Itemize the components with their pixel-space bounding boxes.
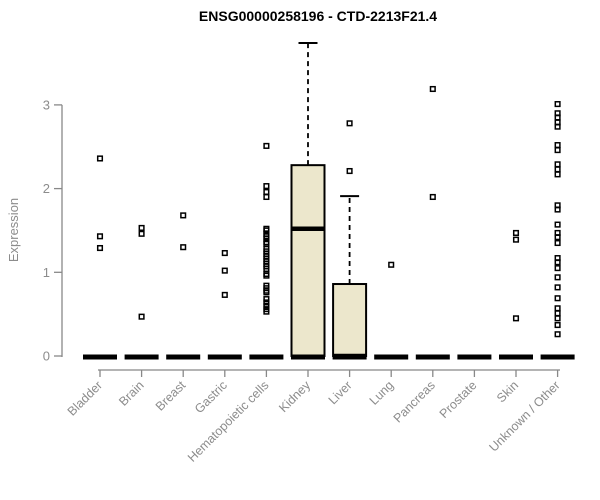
outlier-point (138, 230, 145, 237)
y-tick-label: 1 (43, 265, 50, 280)
outlier-point (263, 289, 270, 296)
outlier-point (554, 142, 561, 149)
chart-title: ENSG00000258196 - CTD-2213F21.4 (198, 8, 438, 24)
x-tick-label-Brain: Brain (116, 378, 147, 409)
outlier-point (554, 321, 561, 329)
x-tick-label-Liver: Liver (326, 378, 355, 407)
outlier-point (96, 233, 104, 240)
x-tick-label-Lung: Lung (367, 378, 397, 408)
outlier-point (554, 206, 561, 213)
outlier-point (138, 224, 145, 231)
outlier-point (554, 239, 561, 247)
zero-median-bar-Unknown / Other (540, 354, 575, 360)
outlier-point (263, 308, 270, 315)
x-tick-label-Gastric: Gastric (192, 378, 230, 416)
outlier-point (138, 313, 145, 320)
outlier-point (554, 274, 561, 281)
y-tick-label: 3 (43, 97, 50, 112)
outlier-point (554, 310, 561, 317)
outlier-point (512, 236, 520, 243)
outlier-point (346, 120, 353, 127)
outlier-point (554, 305, 561, 312)
zero-median-bar-Gastric (207, 354, 242, 360)
outlier-point (96, 155, 104, 162)
outlier-point (429, 193, 436, 201)
y-tick-label: 0 (43, 349, 50, 364)
outlier-point (221, 267, 228, 274)
outlier-point (554, 284, 561, 291)
outlier-point (554, 265, 561, 272)
zero-median-bar-Liver (332, 354, 367, 360)
zero-median-bar-Skin (499, 354, 533, 360)
outlier-point (554, 259, 561, 266)
box-Kidney (290, 164, 326, 357)
zero-median-bar-Breast (166, 354, 201, 360)
outlier-point (554, 315, 561, 322)
outlier-point (554, 101, 561, 108)
outlier-point (221, 249, 228, 257)
outlier-point (221, 291, 228, 298)
outlier-point (554, 166, 561, 173)
outlier-point (554, 147, 561, 154)
outlier-point (346, 167, 353, 175)
zero-median-bar-Pancreas (415, 354, 450, 360)
zero-median-bar-Kidney (291, 354, 325, 360)
outlier-point (512, 229, 520, 237)
outlier-point (554, 295, 561, 302)
x-tick-label-Breast: Breast (153, 378, 189, 414)
outlier-point (180, 212, 187, 219)
x-tick-label-Prostate: Prostate (437, 378, 480, 421)
outlier-point (263, 183, 270, 190)
outlier-point (263, 272, 270, 279)
outlier-point (554, 221, 561, 228)
zero-median-bar-Prostate (457, 354, 492, 360)
outlier-point (263, 188, 270, 195)
x-tick-label-Bladder: Bladder (65, 378, 105, 418)
x-tick-label-Hematopoietic cells: Hematopoietic cells (185, 378, 272, 465)
outlier-point (554, 171, 561, 178)
outlier-point (388, 261, 395, 268)
outlier-point (180, 244, 187, 251)
x-tick-label-Kidney: Kidney (276, 378, 313, 415)
outlier-point (554, 234, 561, 241)
zero-median-bar-Hematopoietic cells (249, 354, 284, 360)
zero-median-bar-Brain (124, 354, 159, 360)
zero-median-bar-Bladder (83, 354, 117, 360)
outlier-point (554, 123, 561, 130)
x-tick-label-Pancreas: Pancreas (391, 378, 438, 425)
outlier-point (554, 161, 561, 168)
outlier-point (263, 193, 270, 201)
outlier-point (429, 85, 436, 93)
outlier-point (554, 114, 561, 121)
outlier-point (96, 244, 104, 252)
outlier-point (263, 227, 270, 234)
y-tick-label: 2 (43, 181, 50, 196)
outlier-point (263, 296, 270, 303)
x-tick-label-Unknown / Other: Unknown / Other (486, 378, 562, 454)
outlier-point (263, 302, 270, 309)
outlier-point (263, 142, 270, 149)
box-Liver (332, 283, 368, 358)
outlier-point (512, 315, 520, 322)
outlier-point (263, 299, 270, 306)
zero-median-bar-Lung (374, 354, 409, 360)
x-tick-label-Skin: Skin (494, 378, 521, 405)
outlier-point (554, 331, 561, 338)
